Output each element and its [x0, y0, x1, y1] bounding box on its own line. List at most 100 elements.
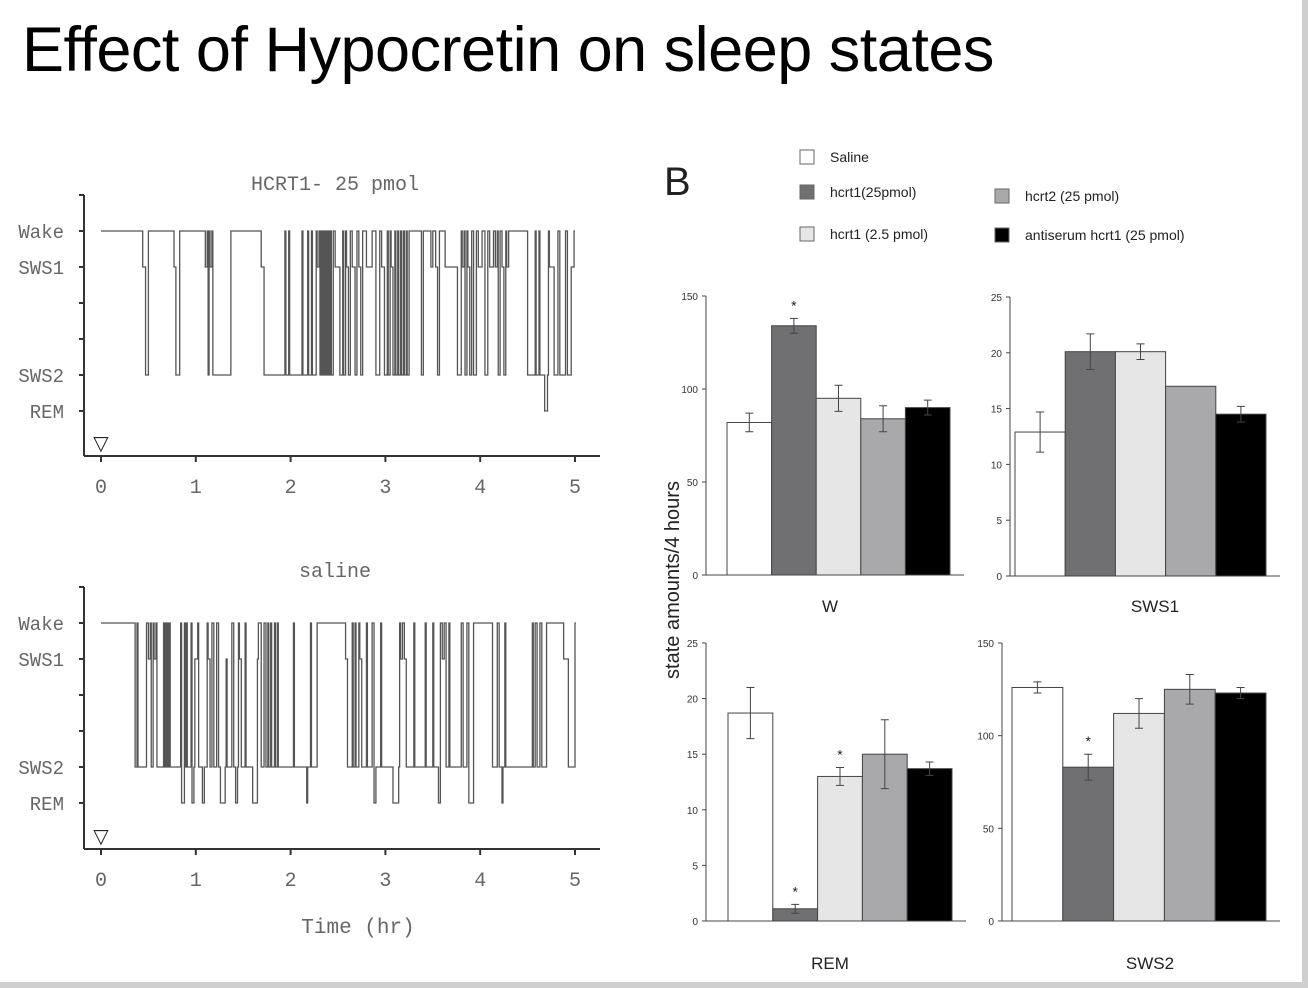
bar-hcrt1-2-5-pmol-	[1114, 351, 1167, 577]
bar-hcrt1-2-5-pmol-	[815, 397, 862, 576]
y-level-label: SWS1	[18, 650, 64, 672]
error-bar	[834, 384, 843, 412]
legend-swatch	[799, 226, 815, 242]
bar-chart-rem: 0 5 10 15 20 25 * * REM	[687, 639, 966, 973]
legend-item-3: hcrt2 (25 pmol)	[994, 188, 1119, 204]
legend-item-4: antiserum hcrt1 (25 pmol)	[994, 227, 1185, 243]
x-axis-label: W	[822, 597, 838, 616]
y-tick-label: 20	[687, 695, 699, 706]
legend-label: hcrt2 (25 pmol)	[1025, 188, 1119, 204]
x-tick-label: 1	[190, 477, 202, 500]
bar-hcrt1-25pmol-	[771, 325, 817, 576]
legend-label: hcrt1(25pmol)	[830, 184, 916, 200]
x-tick-label: 3	[379, 477, 391, 500]
y-tick-label: 15	[687, 750, 699, 761]
y-tick-label: 10	[991, 460, 1003, 471]
hypnogram-title: saline	[299, 561, 371, 584]
significance-asterisk: *	[792, 883, 798, 899]
error-bar	[746, 686, 755, 740]
error-bar	[1136, 343, 1145, 360]
hypnogram-title: HCRT1- 25 pmol	[251, 174, 419, 197]
error-bar	[745, 412, 754, 433]
y-tick-label: 100	[681, 385, 698, 396]
bar-antiserum-hcrt1-25-pmol-	[906, 768, 953, 922]
y-tick-label: 150	[681, 292, 698, 303]
x-tick-label: 0	[95, 477, 107, 500]
significance-asterisk: *	[1085, 733, 1091, 749]
error-bar	[1236, 686, 1245, 700]
y-tick-label: 150	[977, 639, 994, 650]
bar-antiserum-hcrt1-25-pmol-	[1214, 692, 1267, 922]
y-tick-label: 0	[692, 571, 698, 582]
error-bar	[1236, 405, 1245, 423]
bar-antiserum-hcrt1-25-pmol-	[1215, 413, 1267, 577]
error-bar	[923, 399, 932, 416]
significance-asterisk: *	[837, 747, 843, 763]
bar-hcrt2-25-pmol-	[860, 418, 906, 576]
slide-frame-right	[1302, 0, 1308, 988]
y-tick-label: 25	[991, 293, 1003, 304]
y-tick-label: 100	[977, 732, 994, 743]
panel-label: B	[664, 160, 691, 204]
bar-saline	[726, 421, 773, 576]
y-tick-label: 50	[983, 824, 995, 835]
y-tick-label: 25	[687, 639, 699, 650]
x-axis-label: SWS2	[1126, 954, 1174, 973]
error-bar	[1033, 681, 1042, 694]
hypnogram-trace	[101, 230, 575, 412]
y-tick-label: 15	[991, 405, 1003, 416]
y-tick-label: 20	[991, 349, 1003, 360]
bar-hcrt2-25-pmol-	[1165, 385, 1217, 577]
slide-frame-bottom	[0, 982, 1308, 988]
legend-swatch	[994, 227, 1010, 243]
error-bar	[1036, 411, 1045, 453]
bar-hcrt1-2-5-pmol-	[817, 775, 863, 922]
legend-item-2: hcrt1 (2.5 pmol)	[799, 226, 928, 242]
slide-title: Effect of Hypocretin on sleep states	[22, 15, 994, 85]
legend-item-1: hcrt1(25pmol)	[799, 184, 916, 200]
error-bar	[1135, 698, 1143, 729]
y-tick-label: 5	[692, 861, 698, 872]
x-tick-label: 2	[285, 870, 297, 893]
legend-item-0: Saline	[799, 149, 869, 165]
y-level-label: SWS1	[18, 258, 64, 280]
y-tick-label: 0	[996, 572, 1002, 583]
bar-chart-sws2: 0 50 100 150 * SWS2	[977, 639, 1280, 973]
hypnogram-1: saline Wake SWS1 SWS2 REM 0 1 2 3 4 5 ▽ Time (hr)	[18, 561, 600, 940]
x-tick-label: 3	[379, 870, 391, 893]
x-tick-label: 0	[95, 870, 107, 893]
x-tick-label: 5	[569, 870, 581, 893]
error-bar	[925, 761, 934, 776]
legend-swatch	[994, 188, 1010, 204]
x-tick-label: 4	[474, 477, 486, 500]
bar-hcrt1-25pmol-	[1062, 766, 1115, 922]
bar-hcrt1-25pmol-	[1064, 351, 1116, 577]
y-level-label: Wake	[18, 614, 64, 636]
x-tick-label: 5	[569, 477, 581, 500]
y-level-label: Wake	[18, 222, 64, 244]
bar-saline	[727, 712, 774, 922]
error-bar	[789, 317, 798, 334]
error-bar	[1185, 674, 1194, 705]
y-tick-label: 0	[692, 917, 698, 928]
y-level-label: SWS2	[18, 366, 64, 388]
error-bar	[879, 405, 888, 433]
error-bar	[836, 767, 844, 786]
injection-marker-icon: ▽	[93, 431, 109, 455]
bar-chart-sws1: 0 5 10 15 20 25 SWS1	[991, 293, 1280, 616]
x-tick-label: 4	[474, 870, 486, 893]
legend-swatch	[799, 149, 815, 165]
error-bar	[1084, 753, 1093, 781]
x-axis-label: REM	[811, 954, 849, 973]
x-tick-label: 1	[190, 870, 202, 893]
y-level-label: SWS2	[18, 758, 64, 780]
error-bar	[880, 719, 889, 790]
bar-saline	[1011, 686, 1064, 922]
y-tick-label: 5	[996, 516, 1002, 527]
bar-hcrt1-2-5-pmol-	[1113, 712, 1165, 922]
y-tick-label: 50	[687, 478, 699, 489]
x-axis-label: Time (hr)	[301, 917, 414, 940]
y-level-label: REM	[30, 402, 64, 424]
